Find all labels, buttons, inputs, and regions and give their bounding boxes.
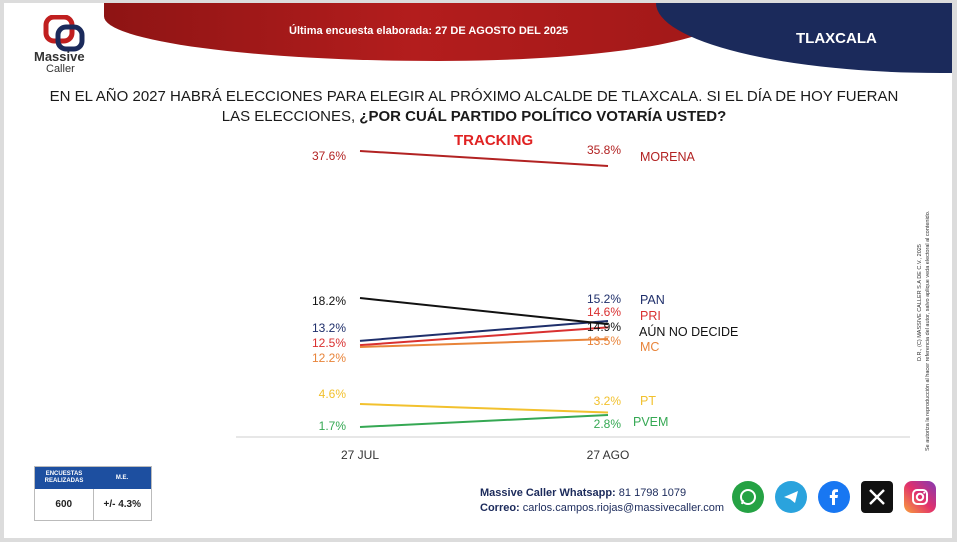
data-label-end: 15.2% (587, 292, 621, 306)
email-label: Correo: (480, 502, 520, 514)
surveys-value: 600 (55, 499, 73, 510)
whatsapp-label: Massive Caller Whatsapp: (480, 487, 616, 499)
x-tick-label: 27 AGO (587, 448, 630, 462)
survey-question: EN EL AÑO 2027 HABRÁ ELECCIONES PARA ELE… (34, 87, 914, 127)
contact-info: Massive Caller Whatsapp: 81 1798 1079 Co… (480, 486, 724, 516)
data-label-start: 12.2% (312, 351, 346, 365)
data-label-start: 13.2% (312, 321, 346, 335)
series-line-pvem (359, 414, 609, 428)
whatsapp-icon[interactable] (732, 481, 764, 513)
tracking-line-chart: 27 JUL 27 AGO 37.6% 35.8% MORENA 13.2% 15.2% PA… (236, 143, 910, 462)
series-name-label: MORENA (640, 150, 696, 164)
data-label-end: 3.2% (594, 394, 622, 408)
series-name-label: PAN (640, 293, 665, 307)
massive-caller-logo-icon (43, 15, 85, 52)
margin-error-value: +/- 4.3% (92, 489, 152, 520)
question-line-1: EN EL AÑO 2027 HABRÁ ELECCIONES PARA ELE… (49, 88, 899, 105)
series-line-pan (359, 320, 609, 342)
question-line-2: LAS ELECCIONES, ¿POR CUÁL PARTIDO POLÍTI… (221, 108, 727, 125)
data-label-start: 4.6% (319, 387, 347, 401)
survey-date-banner: Última encuesta elaborada: 27 DE AGOSTO … (289, 25, 569, 37)
slide: Última encuesta elaborada: 27 DE AGOSTO … (4, 3, 952, 538)
series-name-label: PRI (640, 309, 661, 323)
data-label-end: 35.8% (587, 143, 621, 157)
data-label-start: 12.5% (312, 336, 346, 350)
series-line-mc (359, 338, 609, 348)
series-name-label: MC (640, 340, 659, 354)
copyright-line-1: D.R., (C) MASSIVE CALLER S.A DE C.V., 20… (917, 244, 923, 361)
data-label-start: 18.2% (312, 294, 346, 308)
telegram-icon[interactable] (775, 481, 807, 513)
survey-stats-table: ENCUESTAS REALIZADAS M.E. 600 +/- 4.3% (34, 466, 152, 521)
x-tick-label: 27 JUL (341, 448, 379, 462)
data-label-start: 1.7% (319, 419, 347, 433)
data-label-end: 14.6% (587, 305, 621, 319)
email-link[interactable]: carlos.campos.riojas@massivecaller.com (522, 502, 725, 514)
data-label-end: 13.5% (587, 334, 621, 348)
series-line-morena (359, 150, 609, 167)
data-label-end: 2.8% (594, 417, 622, 431)
chart-title: TRACKING (454, 132, 534, 149)
copyright-line-2: Se autoriza la reproducción al hacer ref… (925, 210, 931, 451)
question-emphasis: ¿POR CUÁL PARTIDO POLÍTICO VOTARÍA USTED… (359, 108, 727, 125)
surveys-header: ENCUESTAS REALIZADAS (44, 471, 84, 484)
series-name-label: AÚN NO DECIDE (639, 324, 738, 339)
data-label-end: 14.9% (587, 320, 621, 334)
instagram-icon[interactable] (904, 481, 936, 513)
facebook-icon[interactable] (818, 481, 850, 513)
series-line-pt (359, 403, 609, 414)
series-name-label: PT (640, 394, 656, 408)
copyright-note: D.R., (C) MASSIVE CALLER S.A DE C.V., 20… (917, 210, 931, 451)
margin-error-header: M.E. (115, 474, 129, 481)
data-label-start: 37.6% (312, 149, 346, 163)
region-title: TLAXCALA (796, 30, 877, 47)
brand-name-sub: Caller (46, 63, 75, 75)
brand-name: Massive (34, 49, 85, 64)
series-line-pri (359, 326, 609, 347)
whatsapp-number[interactable]: 81 1798 1079 (618, 487, 687, 499)
x-icon[interactable] (861, 481, 893, 513)
series-line-a-n-no-decide (359, 297, 609, 326)
social-icons (732, 481, 936, 513)
series-name-label: PVEM (633, 415, 668, 429)
